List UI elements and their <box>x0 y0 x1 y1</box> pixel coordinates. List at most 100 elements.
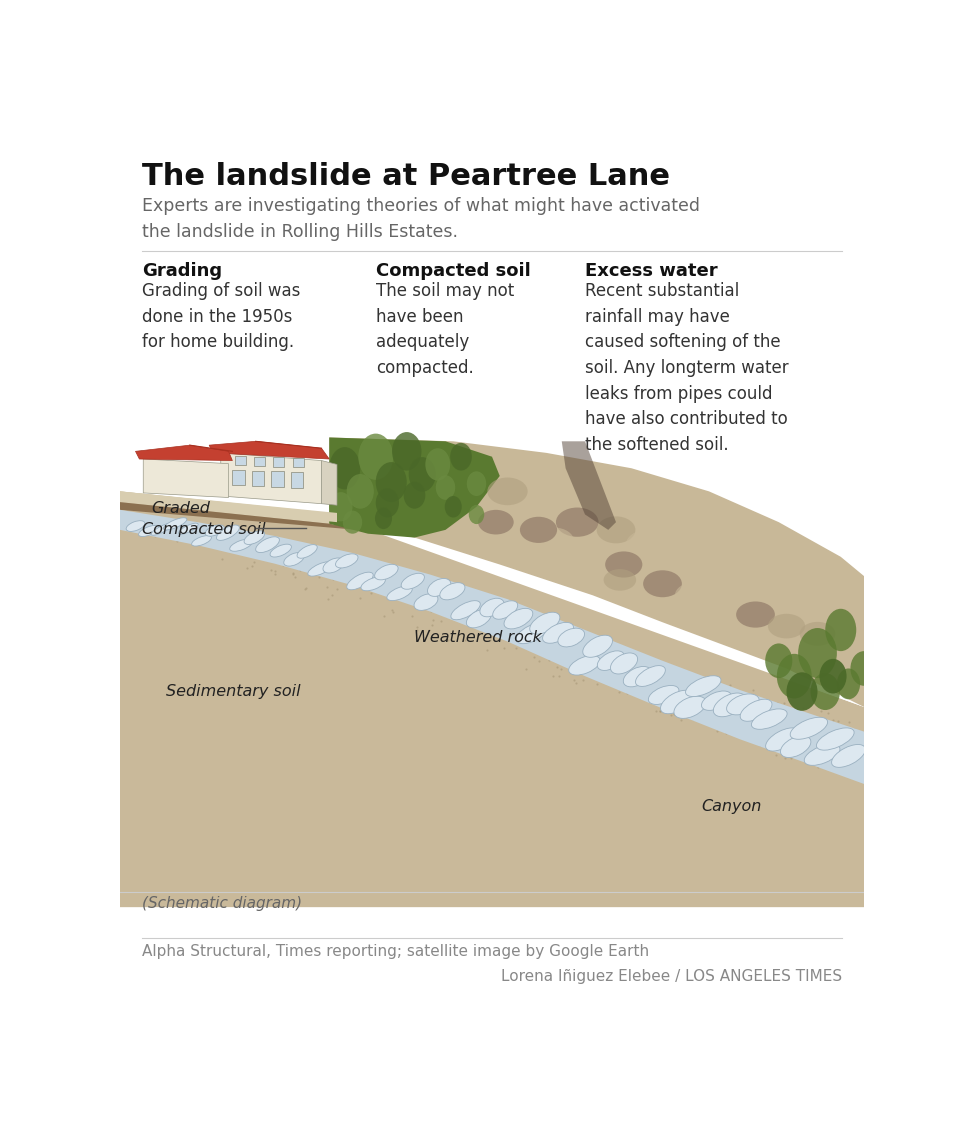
Ellipse shape <box>736 601 775 628</box>
Ellipse shape <box>478 510 514 535</box>
Ellipse shape <box>467 609 492 628</box>
Text: Recent substantial
rainfall may have
caused softening of the
soil. Any longterm : Recent substantial rainfall may have cau… <box>585 282 788 454</box>
Bar <box>234 456 246 465</box>
Ellipse shape <box>451 601 480 620</box>
Ellipse shape <box>530 613 560 634</box>
Ellipse shape <box>623 666 651 687</box>
Ellipse shape <box>392 432 421 471</box>
Text: The landslide at Peartree Lane: The landslide at Peartree Lane <box>142 162 670 191</box>
Ellipse shape <box>504 608 533 629</box>
Ellipse shape <box>605 551 642 577</box>
Ellipse shape <box>403 481 425 509</box>
Ellipse shape <box>336 554 358 568</box>
Ellipse shape <box>205 525 225 536</box>
Text: Excess water: Excess water <box>585 262 718 280</box>
Ellipse shape <box>229 539 252 551</box>
Ellipse shape <box>727 694 759 714</box>
Ellipse shape <box>444 496 462 518</box>
Ellipse shape <box>831 744 865 767</box>
Ellipse shape <box>343 511 362 534</box>
Bar <box>274 457 284 466</box>
Ellipse shape <box>674 696 707 719</box>
Ellipse shape <box>467 471 486 496</box>
Text: Grading of soil was
done in the 1950s
for home building.: Grading of soil was done in the 1950s fo… <box>142 282 300 351</box>
Ellipse shape <box>329 493 352 521</box>
Ellipse shape <box>542 623 573 644</box>
Polygon shape <box>120 491 329 523</box>
Ellipse shape <box>375 488 399 518</box>
Text: Alpha Structural, Times reporting; satellite image by Google Earth: Alpha Structural, Times reporting; satel… <box>142 944 649 959</box>
Ellipse shape <box>534 528 574 555</box>
Ellipse shape <box>427 578 451 597</box>
Ellipse shape <box>498 537 532 561</box>
Ellipse shape <box>436 475 455 499</box>
Ellipse shape <box>492 601 517 620</box>
Ellipse shape <box>643 570 682 598</box>
Text: Weathered rock: Weathered rock <box>415 630 542 645</box>
Polygon shape <box>322 441 864 708</box>
Text: (Schematic diagram): (Schematic diagram) <box>142 896 301 911</box>
Ellipse shape <box>658 543 698 570</box>
Ellipse shape <box>597 650 624 671</box>
Ellipse shape <box>804 744 840 766</box>
Ellipse shape <box>480 598 504 617</box>
Ellipse shape <box>810 673 840 710</box>
Polygon shape <box>209 441 329 459</box>
Ellipse shape <box>488 478 528 505</box>
Ellipse shape <box>440 583 465 600</box>
Bar <box>254 457 265 466</box>
Bar <box>271 471 283 487</box>
Ellipse shape <box>358 433 394 480</box>
Text: Experts are investigating theories of what might have activated
the landslide in: Experts are investigating theories of wh… <box>142 198 700 241</box>
Ellipse shape <box>163 518 187 530</box>
Ellipse shape <box>179 523 198 534</box>
Polygon shape <box>562 441 616 530</box>
Text: Graded: Graded <box>151 502 210 517</box>
Ellipse shape <box>713 693 746 717</box>
Ellipse shape <box>323 558 344 573</box>
Ellipse shape <box>520 517 557 543</box>
Ellipse shape <box>766 728 800 751</box>
Ellipse shape <box>347 573 373 590</box>
Ellipse shape <box>297 544 317 558</box>
Ellipse shape <box>308 561 333 576</box>
Text: Grading: Grading <box>142 262 222 280</box>
Ellipse shape <box>375 507 392 529</box>
Ellipse shape <box>626 530 668 561</box>
Ellipse shape <box>702 692 732 710</box>
Ellipse shape <box>556 507 599 537</box>
Ellipse shape <box>611 653 637 674</box>
Ellipse shape <box>765 644 792 678</box>
Ellipse shape <box>816 728 854 750</box>
Ellipse shape <box>583 636 612 657</box>
Ellipse shape <box>508 491 554 522</box>
Ellipse shape <box>786 672 818 711</box>
Ellipse shape <box>752 709 787 729</box>
Polygon shape <box>329 438 864 708</box>
Ellipse shape <box>284 552 304 566</box>
Ellipse shape <box>270 544 292 557</box>
Ellipse shape <box>409 457 436 491</box>
Bar <box>291 472 303 488</box>
Ellipse shape <box>851 652 877 686</box>
Ellipse shape <box>777 654 812 698</box>
Ellipse shape <box>800 622 835 646</box>
Ellipse shape <box>329 447 360 489</box>
Bar <box>252 471 264 486</box>
Polygon shape <box>120 510 864 784</box>
Text: Compacted soil: Compacted soil <box>375 262 531 280</box>
Ellipse shape <box>450 442 472 471</box>
Ellipse shape <box>216 525 239 541</box>
Polygon shape <box>221 453 322 504</box>
Polygon shape <box>120 491 337 522</box>
Ellipse shape <box>151 523 173 535</box>
Polygon shape <box>135 445 232 461</box>
Text: The soil may not
have been
adequately
compacted.: The soil may not have been adequately co… <box>375 282 514 377</box>
Polygon shape <box>143 459 228 497</box>
Ellipse shape <box>689 553 729 580</box>
Ellipse shape <box>837 669 860 700</box>
Ellipse shape <box>192 536 211 546</box>
Ellipse shape <box>255 537 279 552</box>
Text: Lorena Iñiguez Elebee / LOS ANGELES TIMES: Lorena Iñiguez Elebee / LOS ANGELES TIME… <box>501 969 842 984</box>
Ellipse shape <box>425 448 450 480</box>
